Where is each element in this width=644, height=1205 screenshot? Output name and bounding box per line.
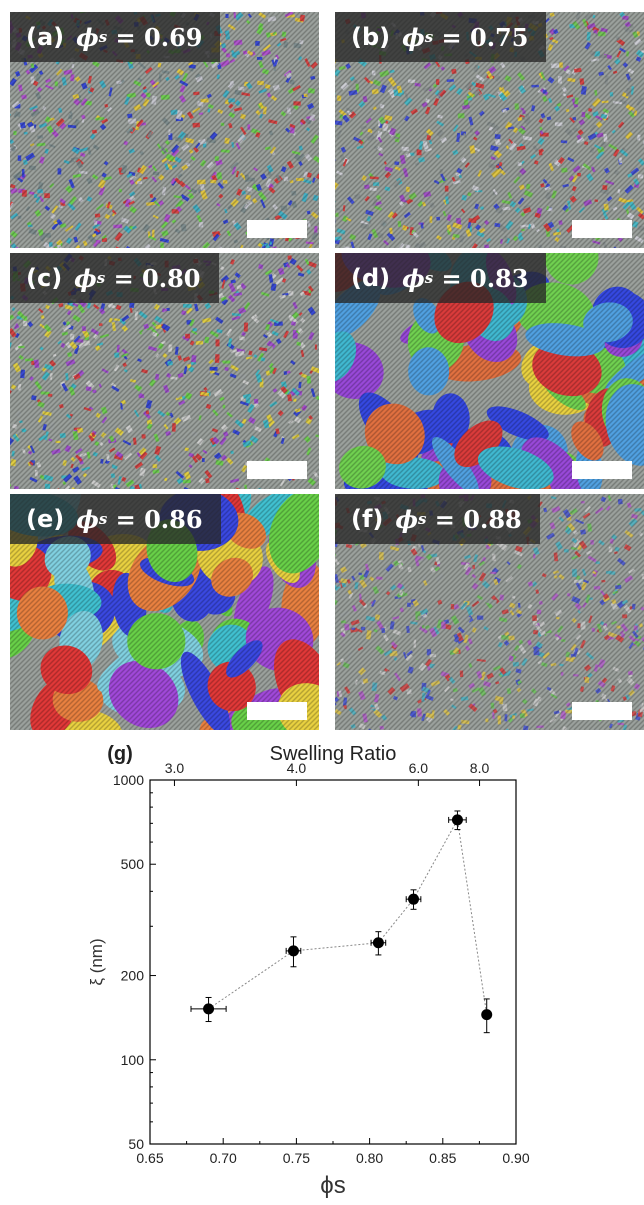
y-tick-label: 500 [121,856,145,872]
y-tick-label: 1000 [113,772,144,788]
scale-bar [572,461,632,479]
panel-c: (c) ϕ s = 0.80 [10,253,319,489]
phi-subscript: s [424,269,434,287]
data-point [372,937,384,949]
top-axis-label: Swelling Ratio [270,743,397,765]
panel-e: (e) ϕ s = 0.86 [10,494,319,730]
phi-value: = 0.88 [426,504,522,534]
data-point [451,814,463,826]
panel-b: (b) ϕ s = 0.75 [335,12,644,248]
panel-tag: (a) [26,23,65,51]
data-point [287,945,299,957]
scale-bar [247,702,307,720]
data-point [203,1003,215,1015]
phi-value: = 0.69 [107,22,203,52]
panel-tag: (f) [351,505,384,533]
phi-subscript: s [417,510,427,528]
chart-panel-label: (g) [107,743,133,765]
top-tick-label: 3.0 [165,760,185,776]
phi-symbol: ϕ [74,263,97,293]
panel-a: (a) ϕ s = 0.69 [10,12,319,248]
panel-label: (e) ϕ s = 0.86 [10,494,221,544]
top-tick-label: 8.0 [470,760,490,776]
series-line [208,818,488,1015]
x-tick-label: 0.75 [283,1150,310,1166]
panel-tag: (d) [351,264,391,292]
panel-label: (d) ϕ s = 0.83 [335,253,547,303]
phi-symbol: ϕ [76,22,99,52]
x-tick-label: 0.70 [210,1150,237,1166]
scale-bar [572,702,632,720]
phi-subscript: s [424,28,434,46]
x-tick-label: 0.65 [136,1150,163,1166]
phi-subscript: s [98,510,108,528]
scale-bar [247,220,307,238]
panel-label: (c) ϕ s = 0.80 [10,253,219,303]
phi-symbol: ϕ [395,504,418,534]
x-axis-label: ϕs [320,1172,345,1199]
x-tick-label: 0.80 [356,1150,383,1166]
panel-tag: (e) [26,505,65,533]
y-tick-label: 200 [121,968,145,984]
top-tick-label: 4.0 [287,760,307,776]
y-tick-label: 50 [128,1136,144,1152]
data-point [481,1009,493,1021]
scale-bar [247,461,307,479]
panel-tag: (c) [26,264,63,292]
panel-label: (a) ϕ s = 0.69 [10,12,221,62]
y-tick-label: 100 [121,1052,145,1068]
phi-value: = 0.75 [433,22,529,52]
phi-value: = 0.83 [433,263,529,293]
panel-label: (f) ϕ s = 0.88 [335,494,540,544]
phi-symbol: ϕ [402,22,425,52]
top-tick-label: 6.0 [409,760,429,776]
phi-subscript: s [96,269,106,287]
y-axis-label: ξ (nm) [87,938,106,985]
scale-bar [572,220,632,238]
panel-label: (b) ϕ s = 0.75 [335,12,547,62]
plot-frame [149,779,517,1145]
x-tick-label: 0.85 [429,1150,456,1166]
phi-value: = 0.80 [105,263,201,293]
panel-tag: (b) [351,23,391,51]
panel-f: (f) ϕ s = 0.88 [335,494,644,730]
phi-value: = 0.86 [107,504,203,534]
phi-subscript: s [98,28,108,46]
panel-d: (d) ϕ s = 0.83 [335,253,644,489]
x-tick-label: 0.90 [502,1150,529,1166]
phi-symbol: ϕ [402,263,425,293]
chart-g: 0.65 0.70 0.75 0.80 0.85 0.90 50 100 200 500 1000 3… [87,743,530,1199]
phi-symbol: ϕ [76,504,99,534]
data-point [408,893,420,905]
